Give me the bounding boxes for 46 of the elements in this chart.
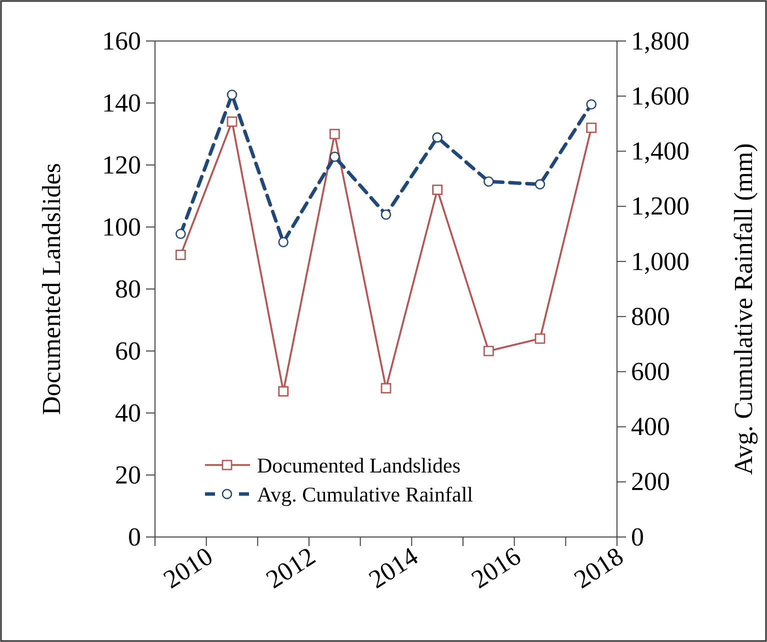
y2-tick-label: 1,200 xyxy=(631,192,690,221)
x-tick-label: 2016 xyxy=(466,542,526,594)
y-tick-label: 120 xyxy=(102,150,141,180)
point xyxy=(586,122,596,133)
y2-tick-label: 1,000 xyxy=(631,246,690,276)
point xyxy=(432,184,442,195)
y2-tick-label: 1,800 xyxy=(631,26,690,56)
y-tick-label: 140 xyxy=(102,88,141,118)
y2-tick-label: 0 xyxy=(631,522,644,552)
y2-tick-label: 400 xyxy=(631,412,670,442)
y2-tick-label: 1,400 xyxy=(631,136,690,166)
y-tick-label: 160 xyxy=(102,26,141,56)
y2-tick-label: 200 xyxy=(631,467,670,496)
point xyxy=(226,116,238,127)
point xyxy=(534,333,546,344)
legend-label: Documented Landslides xyxy=(257,453,461,478)
point xyxy=(176,228,186,240)
point xyxy=(484,176,494,187)
x-tick-label: 2010 xyxy=(158,542,218,594)
y-axis-title: Documented Landslides xyxy=(37,163,66,415)
y2-tick-label: 1,600 xyxy=(631,81,690,110)
point xyxy=(176,250,186,260)
point xyxy=(586,99,596,110)
point xyxy=(226,90,238,100)
legend-label: Avg. Cumulative Rainfall xyxy=(257,482,474,506)
point xyxy=(432,132,442,143)
y2-axis-title: Avg. Cumulative Rainfall (mm) xyxy=(729,143,758,475)
point xyxy=(330,152,340,162)
y-tick-label: 100 xyxy=(102,212,141,242)
x-tick-label: 2018 xyxy=(569,542,628,594)
point xyxy=(380,209,392,220)
y-tick-label: 80 xyxy=(115,274,141,304)
y2-tick-label: 600 xyxy=(631,356,670,386)
y-tick-label: 40 xyxy=(115,398,141,428)
x-tick-label: 2012 xyxy=(261,542,320,594)
point xyxy=(534,179,546,190)
point xyxy=(278,386,288,396)
y-tick-label: 0 xyxy=(128,522,141,552)
point xyxy=(380,383,392,394)
point xyxy=(330,128,340,140)
y2-tick-label: 800 xyxy=(631,302,670,331)
x-tick-label: 2014 xyxy=(364,542,424,594)
y-tick-label: 60 xyxy=(115,336,141,366)
point xyxy=(484,346,494,356)
y-tick-label: 20 xyxy=(115,460,141,490)
point xyxy=(278,237,288,248)
